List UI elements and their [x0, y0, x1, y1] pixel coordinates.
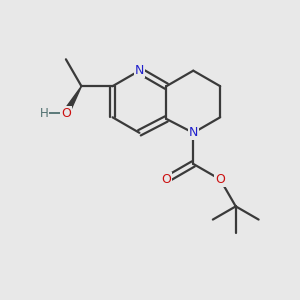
Text: O: O	[215, 173, 225, 186]
Text: H: H	[40, 106, 49, 120]
Text: O: O	[61, 106, 71, 120]
Polygon shape	[63, 86, 81, 115]
Text: N: N	[189, 126, 198, 139]
Text: N: N	[135, 64, 144, 77]
Text: O: O	[161, 173, 171, 186]
